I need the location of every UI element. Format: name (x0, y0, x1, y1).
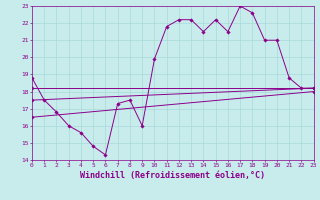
X-axis label: Windchill (Refroidissement éolien,°C): Windchill (Refroidissement éolien,°C) (80, 171, 265, 180)
